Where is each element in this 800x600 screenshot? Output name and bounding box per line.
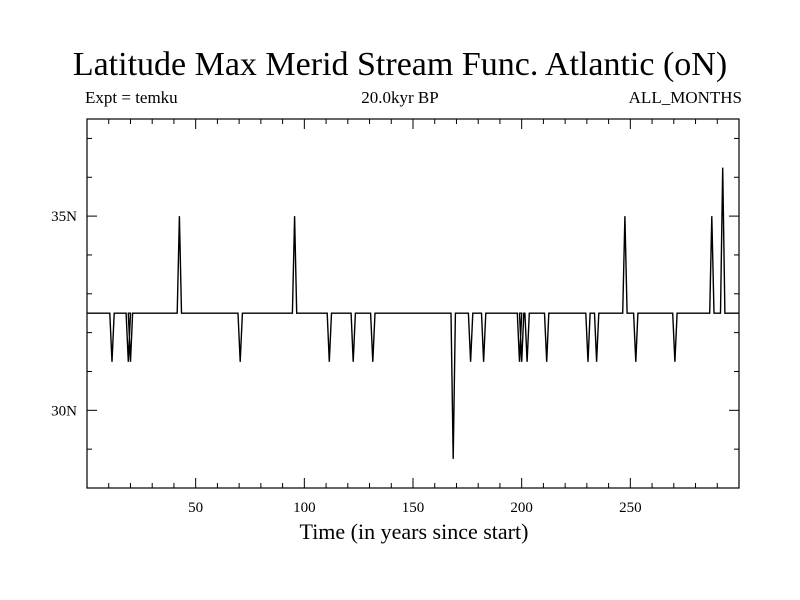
x-tick-label: 250 <box>619 500 642 516</box>
major-ticks <box>87 119 739 488</box>
chart-title: Latitude Max Merid Stream Func. Atlantic… <box>72 46 728 83</box>
plot-frame <box>86 118 740 489</box>
minor-ticks <box>87 119 739 489</box>
x-tick-label: 200 <box>510 500 533 516</box>
months-label: ALL_MONTHS <box>628 88 742 107</box>
experiment-label: Expt = temku <box>85 88 178 107</box>
x-tick-label: 100 <box>293 500 316 516</box>
x-tick-label: 150 <box>402 500 425 516</box>
x-tick-label: 50 <box>188 500 203 516</box>
period-label: 20.0kyr BP <box>361 88 439 107</box>
x-axis-label: Time (in years since start) <box>299 519 529 544</box>
series-line <box>87 167 739 459</box>
y-tick-label: 35N <box>51 209 77 225</box>
y-tick-label: 30N <box>51 403 77 419</box>
tick-labels: 50 100 150 200 250 30N 35N <box>51 209 641 516</box>
